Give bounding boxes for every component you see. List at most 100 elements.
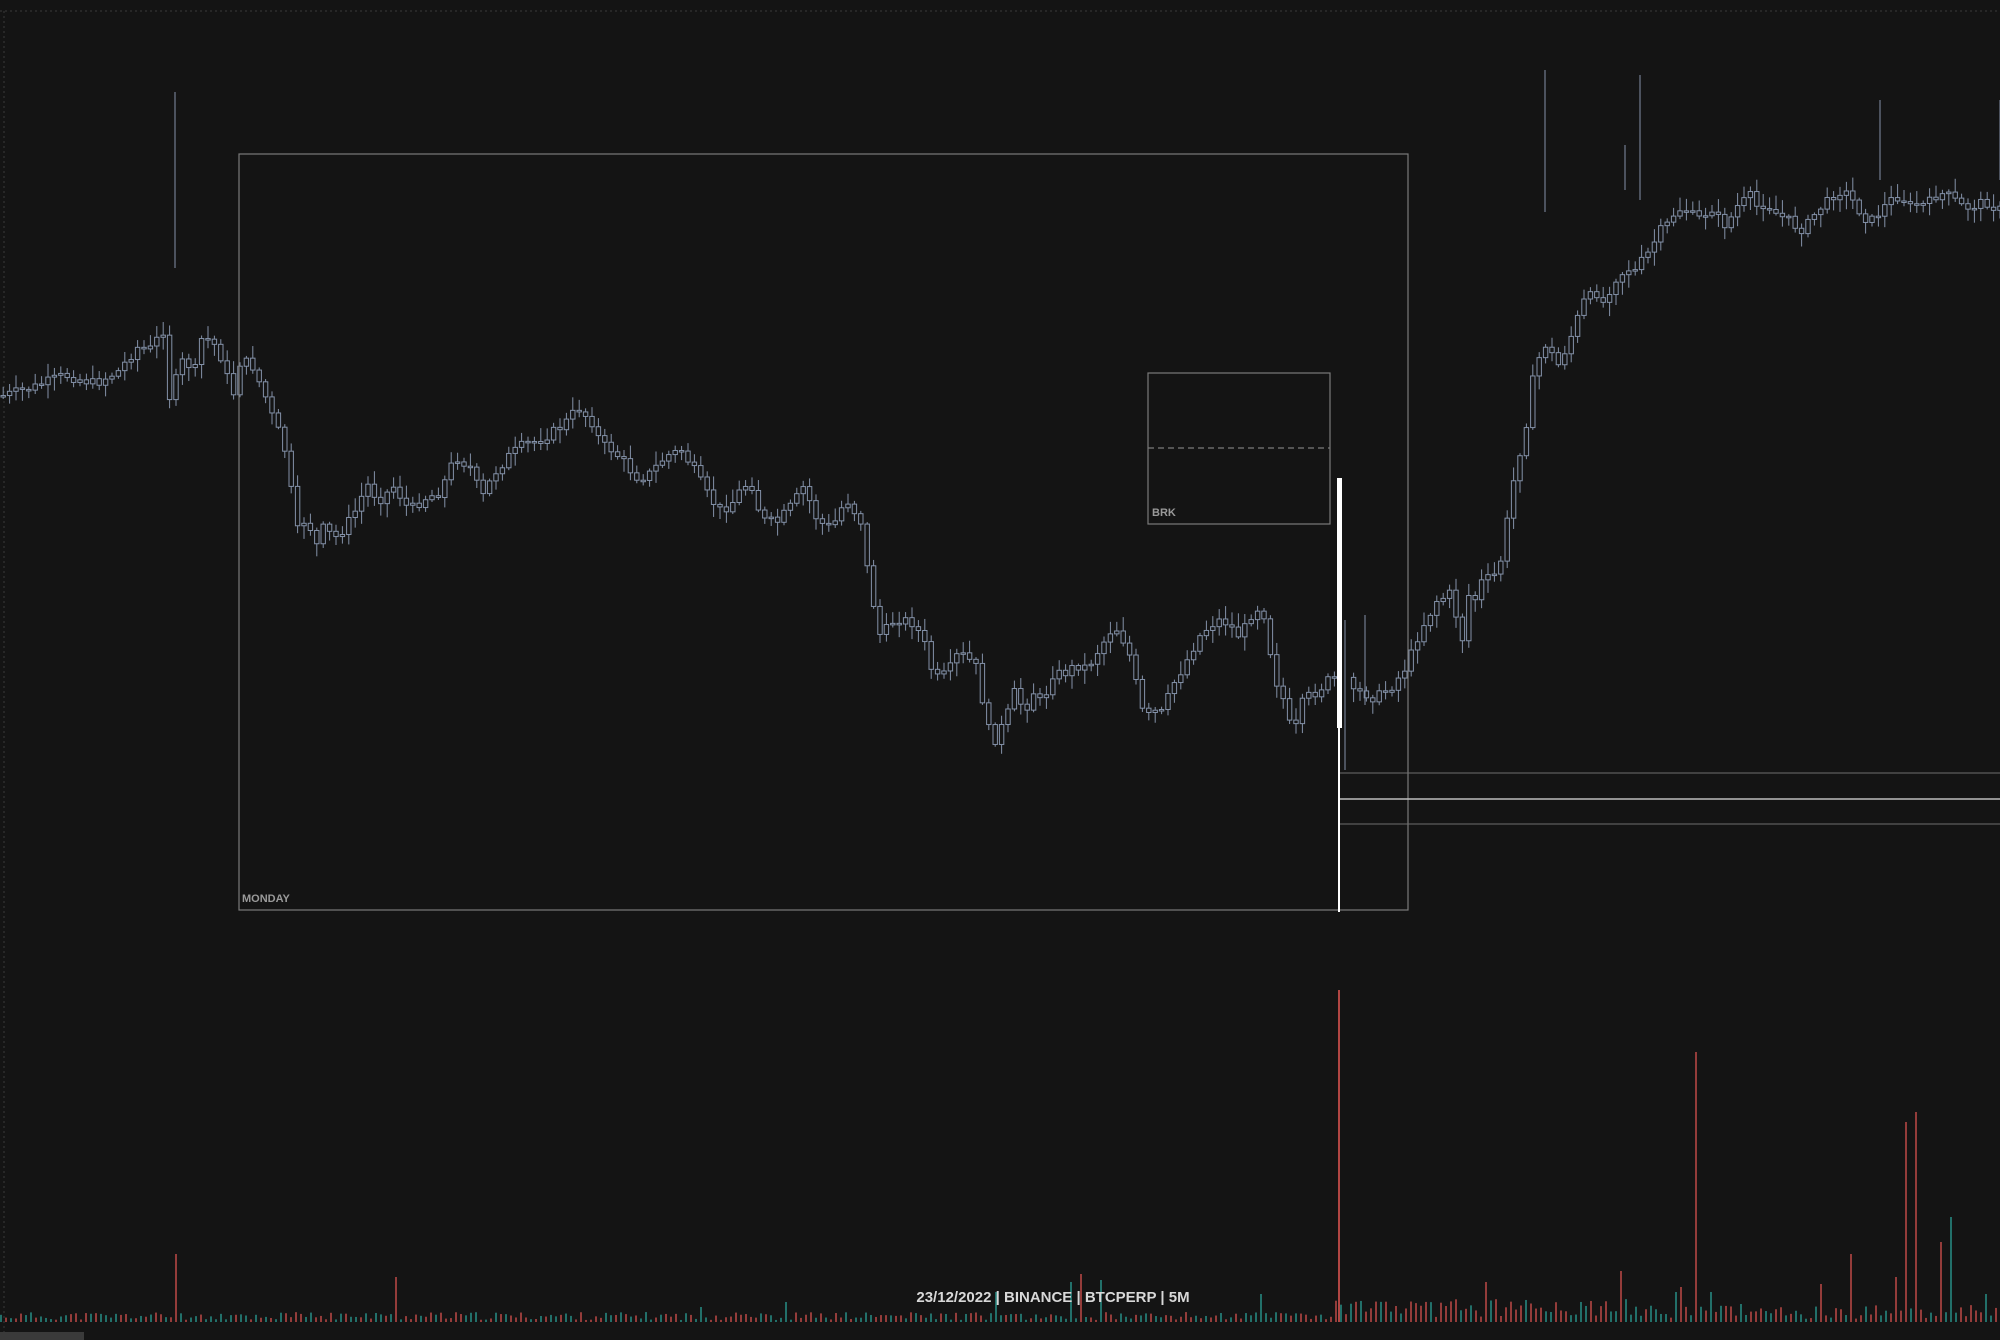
candle-body — [653, 464, 659, 472]
candle-body — [550, 426, 557, 441]
candle-body — [288, 450, 294, 487]
candle-body — [1683, 210, 1690, 213]
candle-body — [1830, 196, 1837, 201]
candle-body — [1856, 199, 1862, 215]
candle-body — [1651, 241, 1658, 253]
candle-body — [1318, 689, 1325, 698]
candle-body — [1709, 211, 1715, 217]
candle-body — [954, 653, 960, 664]
candle-body — [358, 495, 365, 512]
candle-body — [154, 336, 160, 347]
candle-body — [1946, 191, 1952, 195]
candle-body — [544, 439, 550, 444]
monday-range-box[interactable] — [238, 153, 1409, 911]
candle-body — [493, 473, 499, 482]
candle-body — [1677, 210, 1683, 217]
candle-body — [1530, 375, 1536, 429]
candle-body — [1837, 194, 1843, 201]
candle-body — [371, 483, 378, 498]
corner-status — [0, 1332, 84, 1340]
candle-body — [986, 702, 992, 726]
candle-body — [1402, 670, 1408, 679]
candle-body — [1088, 663, 1094, 667]
candle-body — [1261, 610, 1267, 620]
candle-body — [1587, 291, 1594, 300]
candle-body — [429, 495, 435, 501]
candle-body — [1574, 314, 1581, 337]
candle-body — [1062, 669, 1069, 677]
candle-body — [1069, 665, 1075, 677]
candle-body — [538, 440, 544, 444]
candle-body — [461, 461, 467, 467]
candle-body — [1990, 206, 1997, 211]
candle-body — [1242, 623, 1248, 638]
candle-body — [640, 479, 646, 483]
candle-body — [698, 465, 704, 478]
candle-body — [870, 565, 877, 607]
candle-body — [1299, 697, 1306, 725]
candle-body — [384, 491, 390, 505]
candle-body — [1786, 215, 1792, 219]
candle-body — [813, 500, 819, 520]
candle-body — [454, 461, 461, 464]
candle-body — [294, 485, 301, 527]
candle-body — [1568, 335, 1574, 355]
candle-body — [1882, 204, 1888, 217]
candle-body — [1875, 215, 1882, 219]
candle-body — [832, 520, 838, 526]
candle-body — [352, 510, 358, 518]
candle-body — [1888, 197, 1894, 206]
candle-body — [166, 334, 173, 401]
candle-body — [838, 507, 845, 522]
candle-body — [1280, 685, 1286, 700]
candle-body — [211, 338, 218, 345]
candle-body — [666, 454, 672, 462]
candle-body — [851, 503, 858, 515]
candle-body — [115, 370, 122, 377]
candle-body — [1517, 455, 1523, 482]
candle-body — [1971, 207, 1978, 211]
candle-body — [941, 670, 947, 675]
candle-body — [1357, 688, 1363, 692]
candle-body — [602, 435, 608, 443]
candle-body — [506, 452, 512, 469]
candle-body — [1210, 626, 1216, 631]
candle-body — [1933, 196, 1939, 201]
candle-body — [947, 662, 954, 672]
candle-body — [762, 509, 768, 519]
candle-body — [19, 387, 26, 390]
candle-body — [909, 617, 915, 628]
candle-body — [1754, 191, 1760, 207]
candle-body — [1325, 676, 1331, 691]
candle-body — [1542, 346, 1549, 359]
candle-body — [173, 374, 179, 401]
candle-body — [646, 470, 653, 481]
candle-body — [1050, 678, 1056, 696]
candle-body — [1914, 203, 1920, 206]
candle-body — [806, 486, 813, 502]
candle-body — [77, 379, 83, 383]
candle-body — [230, 373, 237, 396]
candle-body — [1434, 601, 1440, 616]
candle-body — [0, 395, 6, 398]
candle-body — [595, 426, 602, 437]
candle-body — [1082, 664, 1088, 671]
candle-body — [1203, 629, 1210, 637]
candle-body — [755, 490, 762, 511]
candle-body — [576, 409, 582, 413]
brk-box-label: BRK — [1152, 507, 1176, 519]
candle-body — [365, 483, 371, 497]
candle-body — [442, 479, 448, 499]
candle-body — [723, 506, 730, 513]
drop-candle-body — [1337, 478, 1342, 728]
candle-body — [1722, 213, 1728, 229]
candle-body — [1120, 630, 1126, 644]
candle-body — [1178, 674, 1184, 684]
candle-body — [621, 456, 627, 460]
candle-body — [1005, 708, 1011, 726]
candle-body — [1523, 427, 1530, 457]
candle-body — [1658, 225, 1664, 243]
candle-body — [1638, 256, 1645, 271]
candle-body — [1626, 270, 1632, 276]
